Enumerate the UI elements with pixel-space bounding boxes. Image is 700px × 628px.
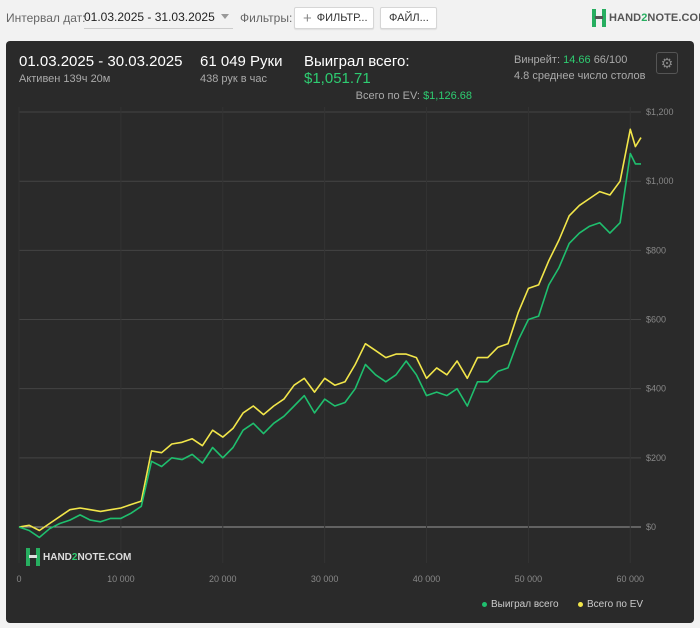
x-tick-label: 40 000	[413, 574, 441, 584]
winrate-line: Винрейт: 14.66 66/100	[514, 54, 646, 66]
hands-value: 61 049 Руки	[200, 53, 283, 70]
ev-label: Всего по EV:	[355, 90, 420, 102]
y-tick-label: $400	[646, 384, 666, 394]
winrate-value: 14.66	[563, 54, 591, 66]
winrate-suffix: 66/100	[593, 54, 628, 66]
legend-won-marker	[482, 602, 487, 607]
legend-ev-label: Всего по EV	[587, 599, 644, 610]
legend-won-label: Выиграл всего	[491, 599, 559, 610]
date-range-select[interactable]: 01.03.2025 - 31.03.2025	[84, 5, 233, 29]
x-tick-label: 60 000	[617, 574, 645, 584]
ev-series-line	[18, 128, 642, 532]
date-range-value: 01.03.2025 - 31.03.2025	[84, 9, 215, 24]
hands-per-hour: 438 рук в час	[200, 73, 268, 85]
ev-total: Всего по EV: $1,126.68	[304, 90, 472, 102]
active-time: Активен 139ч 20м	[19, 73, 111, 85]
y-tick-label: $200	[646, 453, 666, 463]
x-tick-label: 30 000	[311, 574, 339, 584]
won-value: $1,051.71	[304, 70, 371, 87]
x-tick-label: 20 000	[209, 574, 237, 584]
ev-value: $1,126.68	[423, 90, 472, 102]
toolbar: Интервал дат: 01.03.2025 - 31.03.2025 Фи…	[0, 0, 700, 38]
y-tick-label: $1,200	[646, 107, 674, 117]
plus-icon: +	[303, 9, 312, 27]
period-stat: 01.03.2025 - 30.03.2025 Активен 139ч 20м	[19, 53, 182, 85]
chart-watermark-logo: HAND 2 NOTE.COM	[26, 548, 131, 566]
add-filter-label: ФИЛЬТР...	[316, 12, 368, 24]
chevron-down-icon	[220, 14, 229, 19]
add-filter-button[interactable]: + ФИЛЬТР...	[294, 7, 374, 29]
won-total: Выиграл всего: $1,051.71	[304, 53, 472, 87]
y-tick-label: $1,000	[646, 176, 674, 186]
won-label: Выиграл всего:	[304, 53, 410, 70]
graph-panel: 01.03.2025 - 30.03.2025 Активен 139ч 20м…	[6, 41, 694, 623]
avg-tables: 4.8 среднее число столов	[514, 70, 646, 82]
y-tick-label: $800	[646, 245, 666, 255]
x-tick-label: 0	[16, 574, 21, 584]
won-stat: Выиграл всего: $1,051.71 Всего по EV: $1…	[304, 53, 472, 102]
file-button[interactable]: ФАЙЛ...	[380, 7, 437, 29]
period-value: 01.03.2025 - 30.03.2025	[19, 53, 183, 70]
x-tick-label: 10 000	[107, 574, 135, 584]
legend-ev-marker	[578, 602, 583, 607]
legend-won[interactable]: Выиграл всего	[482, 599, 559, 610]
won-series-line	[18, 152, 641, 539]
h-logo-icon	[592, 9, 606, 27]
interval-label: Интервал дат:	[6, 11, 86, 25]
hands-stat: 61 049 Руки 438 рук в час	[200, 53, 283, 85]
bankroll-chart: $0 $200 $400 $600 $800 $1,000 $1,200 0 10 000 20 …	[16, 107, 674, 584]
file-button-label: ФАЙЛ...	[389, 12, 429, 24]
h-logo-icon	[26, 548, 40, 566]
winrate-stat: Винрейт: 14.66 66/100 4.8 среднее число …	[514, 54, 646, 82]
y-tick-label: $600	[646, 315, 666, 325]
filters-label: Фильтры:	[240, 11, 293, 25]
gear-icon[interactable]: ⚙	[656, 52, 678, 74]
winrate-label: Винрейт:	[514, 54, 561, 66]
legend-ev[interactable]: Всего по EV	[578, 599, 643, 610]
x-tick-label: 50 000	[515, 574, 543, 584]
y-tick-label: $0	[646, 522, 656, 532]
